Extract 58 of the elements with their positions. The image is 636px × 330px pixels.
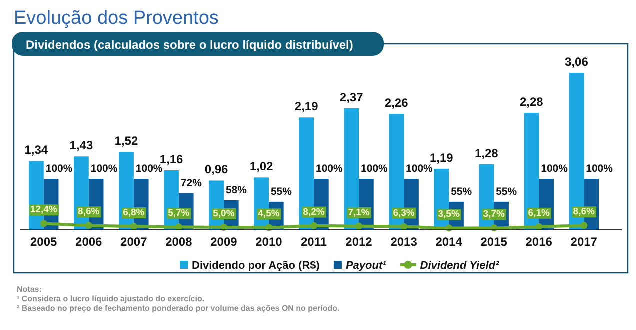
x-tick-label: 2005 bbox=[30, 235, 58, 249]
data-label: 100% bbox=[586, 163, 614, 175]
x-tick-label: 2010 bbox=[256, 235, 283, 249]
data-label: 72% bbox=[180, 177, 203, 190]
data-label: 3,06 bbox=[565, 55, 589, 69]
data-label: 6,1% bbox=[528, 208, 550, 219]
data-label: 5,0% bbox=[213, 208, 236, 220]
data-label: 58% bbox=[226, 184, 248, 196]
x-tick-label: 2011 bbox=[300, 235, 328, 249]
data-label: 8,6% bbox=[573, 206, 596, 218]
data-label: 1,19 bbox=[430, 150, 454, 165]
x-tick-label: 2006 bbox=[76, 235, 103, 249]
data-label: 100% bbox=[46, 163, 74, 175]
data-label: 100% bbox=[361, 163, 389, 175]
data-label: 7,1% bbox=[348, 207, 370, 218]
x-tick-label: 2008 bbox=[166, 235, 193, 249]
data-label: 12,4% bbox=[30, 204, 58, 216]
chart-subtitle: Dividendos (calculados sobre o lucro líquido distribuível) bbox=[26, 38, 354, 52]
data-label: 100% bbox=[90, 163, 118, 175]
data-label: 2,26 bbox=[384, 96, 409, 110]
chart-title: Evolução dos Proventos bbox=[14, 8, 219, 29]
x-tick-label: 2015 bbox=[480, 235, 508, 249]
legend-label: Dividend Yield² bbox=[420, 260, 500, 272]
text: ¹ Considera o lucro líquido ajustado do exercício. bbox=[17, 294, 205, 304]
legend-label: Dividendo por Ação (R$) bbox=[192, 260, 320, 272]
data-label: 2,19 bbox=[294, 100, 319, 114]
data-label: 100% bbox=[541, 163, 569, 175]
x-tick-label: 2007 bbox=[120, 235, 148, 249]
data-label: 100% bbox=[406, 163, 434, 175]
data-label: 8,6% bbox=[78, 206, 100, 218]
x-tick-label: 2016 bbox=[526, 235, 553, 249]
x-tick-label: 2017 bbox=[570, 235, 598, 249]
data-label: 3,7% bbox=[483, 209, 506, 220]
x-tick-label: 2014 bbox=[436, 235, 463, 249]
data-label: 3,5% bbox=[438, 209, 460, 220]
data-label: 8,2% bbox=[303, 206, 326, 218]
data-label: 2,28 bbox=[520, 95, 544, 110]
data-label: 1,34 bbox=[24, 143, 48, 158]
data-label: 1,02 bbox=[250, 160, 274, 174]
data-label: 1,43 bbox=[70, 138, 94, 153]
data-label: 1,52 bbox=[114, 134, 138, 148]
data-label: 1,28 bbox=[474, 146, 499, 160]
data-label: 4,5% bbox=[258, 208, 280, 220]
data-label: 55% bbox=[451, 186, 473, 198]
data-label: 0,96 bbox=[204, 162, 229, 177]
text: Notas: bbox=[17, 285, 42, 294]
text: ² Baseado no preço de fechamento ponderado por volume das ações ON no período. bbox=[17, 304, 340, 313]
data-label: 55% bbox=[496, 186, 518, 198]
x-tick-label: 2013 bbox=[390, 235, 418, 249]
x-tick-label: 2012 bbox=[346, 235, 373, 249]
data-label: 55% bbox=[270, 186, 293, 198]
data-label: 6,3% bbox=[393, 208, 416, 219]
data-label: 100% bbox=[316, 163, 344, 175]
legend-label: Payout¹ bbox=[346, 260, 387, 272]
data-label: 2,37 bbox=[340, 90, 364, 104]
data-label: 6,8% bbox=[123, 208, 146, 219]
x-tick-label: 2009 bbox=[210, 235, 238, 249]
data-label: 5,7% bbox=[168, 208, 190, 220]
